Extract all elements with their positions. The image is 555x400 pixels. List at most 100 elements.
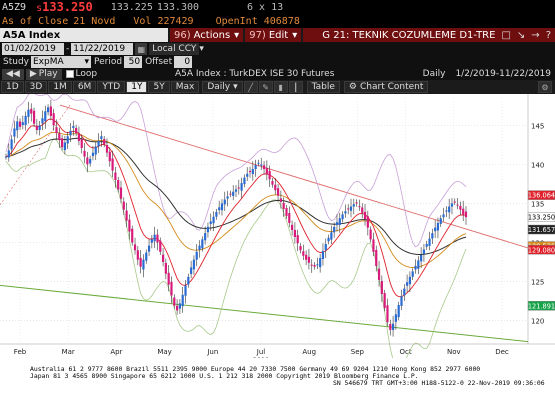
candle-body bbox=[49, 106, 52, 116]
price-tag-label: 121.891 bbox=[528, 302, 555, 310]
candle-body bbox=[307, 256, 311, 263]
candle-body bbox=[4, 156, 8, 158]
actions-menu-button[interactable]: 96) Actions ▾ bbox=[170, 28, 244, 42]
candle-body bbox=[274, 184, 277, 191]
period-button-1y[interactable]: 1Y bbox=[126, 81, 148, 93]
play-button[interactable]: ▶ Play bbox=[25, 68, 62, 80]
bollinger-upper bbox=[5, 94, 467, 248]
help-icon[interactable]: ? bbox=[545, 29, 551, 41]
ema-fast-line bbox=[5, 118, 467, 298]
candle-body bbox=[405, 282, 409, 286]
footer-line-1: Australia 61 2 9777 8600 Brazil 5511 239… bbox=[30, 365, 481, 373]
period-button-6m[interactable]: 6M bbox=[72, 81, 97, 93]
window-arrow-icon[interactable]: → bbox=[531, 29, 540, 41]
x-tick-label: Jun bbox=[206, 348, 218, 356]
candle-body bbox=[324, 244, 327, 251]
period-button-3d[interactable]: 3D bbox=[24, 81, 48, 93]
close-line: As of Close 21 Nov d Vol 227429 OpenInt … bbox=[0, 14, 555, 28]
security-toolbar: A5A Index 96) Actions ▾ 97) Edit ▾ G 21: TEK… bbox=[0, 28, 555, 42]
chevron-down-icon: ▾ bbox=[292, 29, 298, 41]
chart-range: Daily 1/2/2019-11/22/2019 bbox=[422, 69, 551, 79]
gear-icon: ⚙ bbox=[348, 82, 357, 92]
period-button-5y[interactable]: 5Y bbox=[148, 81, 170, 93]
start-date-input[interactable]: 01/02/2019 bbox=[2, 43, 64, 55]
candle-body bbox=[355, 202, 358, 204]
loop-checkbox[interactable] bbox=[65, 70, 74, 78]
security-input[interactable]: A5A Index bbox=[0, 28, 168, 42]
date-range-bar: 01/02/2019 - 11/22/2019 ▦ Local CCY ▾ bbox=[0, 42, 555, 56]
candle-body bbox=[389, 324, 392, 330]
draw-tool-icon[interactable]: ✎ bbox=[258, 81, 273, 93]
rewind-button[interactable]: ◀◀ bbox=[2, 68, 24, 80]
candle-body bbox=[192, 259, 196, 270]
candle-body bbox=[400, 296, 403, 306]
currency-select[interactable]: Local CCY ▾ bbox=[149, 43, 204, 55]
period-button-1d[interactable]: 1D bbox=[1, 81, 24, 93]
candle-body bbox=[450, 203, 454, 207]
candle-body bbox=[349, 206, 353, 211]
end-date-input[interactable]: 11/22/2019 bbox=[71, 43, 134, 55]
table-button[interactable]: Table bbox=[306, 81, 340, 93]
chart-content-button[interactable]: ⚙ Chart Content bbox=[343, 81, 429, 93]
candle-body bbox=[145, 252, 148, 261]
candle-body bbox=[321, 251, 325, 260]
candle-body bbox=[248, 170, 252, 173]
openint-value: 406878 bbox=[263, 15, 300, 27]
candle-body bbox=[94, 146, 97, 155]
candle-body bbox=[445, 210, 448, 212]
loop-label: Loop bbox=[75, 69, 98, 79]
candle-body bbox=[377, 268, 381, 280]
line-tool-icon[interactable]: ╱ bbox=[243, 81, 258, 93]
frequency-select[interactable]: Daily ▾ bbox=[202, 81, 243, 93]
candle-body bbox=[391, 323, 395, 330]
candle-body bbox=[305, 254, 308, 260]
chevron-down-icon: ▾ bbox=[233, 82, 238, 92]
candle-body bbox=[237, 187, 240, 189]
y-tick-label: 140 bbox=[531, 161, 544, 169]
candle-body bbox=[63, 142, 67, 151]
footer-line-2: Japan 81 3 4565 8900 Singapore 65 6212 1… bbox=[30, 372, 419, 380]
quote-ask: 133.300 bbox=[156, 1, 200, 13]
candle-body bbox=[128, 219, 131, 232]
candle-body bbox=[246, 173, 249, 177]
candle-body bbox=[175, 305, 179, 311]
x-tick-label: Aug bbox=[302, 348, 316, 356]
openint-label: OpenInt bbox=[215, 15, 258, 27]
candle-body bbox=[262, 165, 266, 170]
candle-body bbox=[41, 118, 44, 124]
candle-body bbox=[38, 125, 41, 131]
candle-body bbox=[276, 188, 280, 196]
edit-menu-button[interactable]: 97) Edit ▾ bbox=[245, 28, 302, 42]
candle-body bbox=[335, 222, 339, 225]
offset-input[interactable]: 0 bbox=[174, 56, 193, 68]
calendar-icon[interactable]: ▦ bbox=[135, 43, 148, 55]
candle-body bbox=[243, 177, 246, 185]
candle-body bbox=[108, 151, 111, 162]
period-button-ytd[interactable]: YTD bbox=[97, 81, 126, 93]
candle-body bbox=[352, 204, 355, 207]
y-tick-label: 125 bbox=[531, 279, 544, 287]
candle-body bbox=[131, 228, 134, 243]
candle-body bbox=[386, 305, 389, 323]
candle-body bbox=[72, 126, 75, 128]
candle-body bbox=[187, 276, 190, 285]
candle-body bbox=[268, 170, 271, 180]
study-select[interactable]: ExpMA ▾ bbox=[31, 56, 91, 68]
bar-tool-icon[interactable]: ┃ bbox=[288, 81, 303, 93]
candle-body bbox=[83, 150, 86, 157]
candle-body bbox=[190, 267, 193, 275]
price-chart[interactable]: 120125130135140145FebMarAprMayJunJulAugS… bbox=[0, 94, 555, 358]
candle-body bbox=[44, 111, 47, 122]
period-button-max[interactable]: Max bbox=[170, 81, 200, 93]
period-button-1m[interactable]: 1M bbox=[48, 81, 72, 93]
period-input[interactable]: 50 bbox=[124, 56, 143, 68]
settings-icon[interactable]: ⚙ bbox=[538, 81, 552, 93]
candle-body bbox=[218, 207, 221, 211]
trendline-left bbox=[0, 104, 71, 206]
candle-body bbox=[114, 172, 117, 180]
window-square-icon[interactable]: □ bbox=[501, 29, 511, 41]
period-buttons: 1D 3D 1M 6M YTD 1Y 5Y Max bbox=[0, 81, 200, 93]
candle-body bbox=[260, 164, 263, 166]
candle-tool-icon[interactable]: ▮ bbox=[273, 81, 288, 93]
window-minimize-icon[interactable]: ↘ bbox=[516, 29, 526, 41]
